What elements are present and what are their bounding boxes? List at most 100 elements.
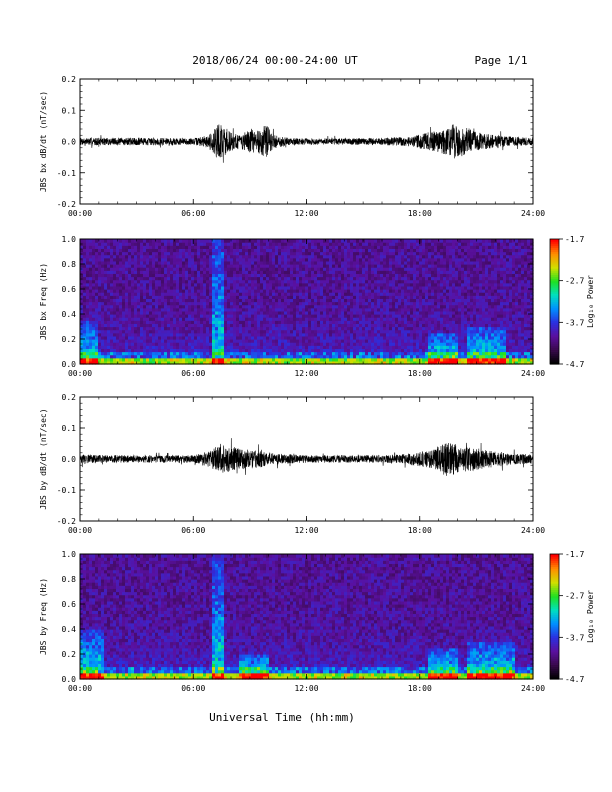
spectrogram-cell [101, 332, 105, 337]
spectrogram-cell [326, 260, 330, 265]
spectrogram-cell [125, 242, 129, 246]
spectrogram-cell [305, 304, 309, 309]
spectrogram-cell [314, 348, 318, 353]
spectrogram-cell [218, 279, 222, 284]
spectrogram-cell [155, 314, 159, 318]
spectrogram-cell [158, 251, 162, 256]
spectrogram-cell [254, 295, 258, 299]
spectrogram-cell [116, 320, 120, 324]
spectrogram-cell [245, 248, 249, 253]
spectrogram-cell [314, 354, 318, 359]
spectrogram-cell [242, 251, 246, 256]
spectrogram-cell [113, 276, 117, 281]
spectrogram-cell [221, 314, 225, 318]
spectrogram-cell [266, 251, 270, 256]
spectrogram-cell [302, 251, 306, 256]
spectrogram-cell [320, 320, 324, 324]
spectrogram-cell [338, 304, 342, 309]
spectrogram-cell [221, 348, 225, 353]
spectrogram-cell [287, 282, 291, 287]
spectrogram-cell [101, 320, 105, 324]
spectrogram-cell [182, 357, 186, 362]
spectrogram-cell [104, 354, 108, 359]
spectrogram-cell [140, 279, 144, 284]
spectrogram-cell [161, 289, 165, 293]
spectrogram-cell [119, 282, 123, 287]
spectrogram-cell [251, 273, 255, 278]
spectrogram-cell [89, 335, 93, 340]
spectrogram-cell [314, 320, 318, 324]
spectrogram-cell [134, 360, 138, 365]
spectrogram-cell [116, 298, 120, 303]
spectrogram-cell [167, 267, 171, 271]
spectrogram-cell [119, 320, 123, 324]
spectrogram-cell [83, 301, 87, 306]
spectrogram-cell [230, 348, 234, 353]
spectrogram-cell [119, 239, 123, 243]
spectrogram-cell [194, 357, 198, 362]
spectrogram-cell [146, 292, 150, 296]
spectrogram-cell [131, 326, 135, 331]
spectrogram-cell [326, 279, 330, 284]
spectrogram-cell [104, 357, 108, 362]
spectrogram-cell [98, 251, 102, 256]
spectrogram-cell [143, 292, 147, 296]
y-axis-label: JBS bx dB/dt (nT/sec) [39, 91, 48, 192]
spectrogram-cell [104, 248, 108, 253]
spectrogram-cell [233, 289, 237, 293]
spectrogram-cell [257, 317, 261, 321]
spectrogram-cell [275, 354, 279, 359]
spectrogram-cell [263, 348, 267, 353]
spectrogram-cell [167, 320, 171, 324]
spectrogram-cell [338, 260, 342, 265]
spectrogram-cell [299, 267, 303, 271]
spectrogram-cell [152, 257, 156, 262]
spectrogram-cell [179, 348, 183, 353]
spectrogram-cell [302, 307, 306, 312]
spectrogram-cell [185, 304, 189, 309]
spectrogram-cell [158, 289, 162, 293]
spectrogram-cell [323, 239, 327, 243]
spectrogram-cell [293, 357, 297, 362]
spectrogram-cell [311, 317, 315, 321]
spectrogram-cell [131, 260, 135, 265]
spectrogram-cell [248, 332, 252, 337]
spectrogram-cell [218, 257, 222, 262]
spectrogram-cell [269, 357, 273, 362]
spectrogram-cell [206, 317, 210, 321]
spectrogram-cell [308, 242, 312, 246]
spectrogram-cell [275, 323, 279, 328]
spectrogram-cell [308, 354, 312, 359]
spectrogram-cell [113, 295, 117, 299]
spectrogram-cell [209, 348, 213, 353]
spectrogram-cell [272, 292, 276, 296]
spectrogram-cell [224, 264, 228, 268]
spectrogram-cell [113, 357, 117, 362]
spectrogram-cell [287, 354, 291, 359]
spectrogram-cell [284, 326, 288, 331]
spectrogram-cell [260, 257, 264, 262]
spectrogram-cell [233, 245, 237, 249]
spectrogram-cell [125, 251, 129, 256]
spectrogram-cell [101, 310, 105, 315]
spectrogram-cell [230, 335, 234, 340]
spectrogram-cell [176, 307, 180, 312]
spectrogram-cell [317, 342, 321, 346]
spectrogram-cell [296, 348, 300, 353]
spectrogram-cell [326, 314, 330, 318]
spectrogram-cell [221, 320, 225, 324]
spectrogram-cell [275, 260, 279, 265]
spectrogram-cell [242, 332, 246, 337]
spectrogram-cell [110, 332, 114, 337]
spectrogram-cell [122, 342, 126, 346]
spectrogram-cell [191, 267, 195, 271]
spectrogram-cell [137, 332, 141, 337]
spectrogram-cell [122, 357, 126, 362]
spectrogram-cell [269, 323, 273, 328]
spectrogram-cell [200, 245, 204, 249]
spectrogram-cell [176, 298, 180, 303]
spectrogram-cell [302, 323, 306, 328]
spectrogram-cell [92, 248, 96, 253]
spectrogram-cell [320, 257, 324, 262]
spectrogram-cell [278, 332, 282, 337]
